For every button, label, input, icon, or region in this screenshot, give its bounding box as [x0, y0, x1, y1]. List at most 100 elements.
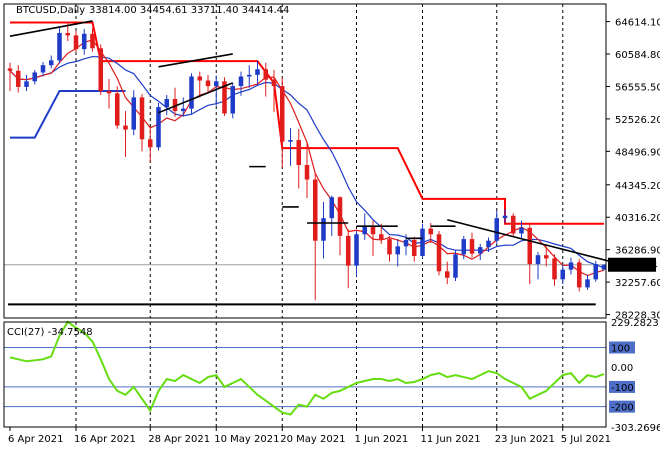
candle-body: [98, 48, 104, 91]
trendline: [158, 82, 234, 114]
candle-body: [453, 254, 458, 278]
symbol-header: BTCUSD,Daily: [16, 5, 85, 16]
candle-body: [255, 69, 260, 75]
candle-body: [576, 262, 582, 288]
candle-body: [312, 179, 318, 241]
y-tick-label: 64614.10: [615, 18, 660, 29]
price-plot: [4, 20, 621, 306]
candle-body: [560, 269, 566, 280]
candle-body: [337, 197, 343, 236]
candle-body: [486, 240, 491, 248]
candle-body: [106, 90, 112, 94]
candle-body: [601, 264, 607, 270]
candle-body: [15, 70, 21, 87]
candle-body: [494, 218, 500, 241]
candle-body: [585, 279, 590, 288]
candle-body: [114, 93, 120, 126]
candle-body: [7, 68, 13, 71]
candle-body: [461, 239, 467, 255]
y-tick-label: 56555.50: [615, 82, 660, 93]
candle-body: [321, 218, 326, 241]
candle-body: [395, 246, 401, 255]
candle-body: [370, 226, 376, 235]
cci-plot-frame: [3, 321, 607, 428]
candle-body: [48, 60, 54, 66]
candle-body: [90, 33, 95, 49]
slow-moving-average: [9, 55, 605, 269]
candle-body: [378, 234, 384, 240]
candle-body: [180, 108, 186, 112]
y-tick-label: 32257.60: [615, 278, 660, 289]
cci-plot: [9, 320, 605, 416]
candle-body: [543, 255, 549, 259]
candle-body: [271, 79, 277, 87]
cci-line: [9, 320, 605, 416]
x-tick-label: 28 Apr 2021: [148, 434, 210, 445]
cci-y-tick-label: -100: [611, 383, 634, 394]
candle-body: [205, 80, 211, 87]
candle-body: [156, 107, 161, 148]
candle-body: [411, 239, 417, 257]
candle-body: [568, 262, 574, 270]
x-tick-label: 5 Jul 2021: [561, 434, 611, 445]
candle-body: [593, 264, 599, 280]
candle-body: [304, 165, 310, 180]
candle-body: [510, 215, 516, 234]
y-tick-label: 44345.20: [615, 181, 660, 192]
cci-y-tick-label: 0.00: [611, 363, 633, 374]
candle-body: [436, 234, 442, 272]
x-tick-label: 10 May 2021: [214, 434, 279, 445]
cci-y-tick-label: -200: [611, 403, 634, 414]
candle-body: [172, 99, 178, 112]
candle-body: [502, 215, 508, 219]
candle-body: [213, 81, 219, 87]
candle-body: [81, 33, 87, 50]
candle-body: [131, 97, 137, 130]
candle-body: [345, 235, 351, 266]
candle-body: [329, 197, 335, 219]
candle-body: [552, 258, 557, 280]
cci-level-tag: [609, 400, 635, 413]
candle-body: [238, 76, 244, 87]
candle-body: [164, 99, 170, 108]
y-tick-label: 60584.80: [615, 50, 660, 61]
last-price-label: 34414.44: [610, 261, 658, 272]
candle-body: [24, 81, 29, 87]
cci-level-tag: [609, 341, 635, 354]
y-tick-label: 36286.90: [615, 246, 660, 257]
cci-level-tag: [609, 380, 635, 393]
x-tick-label: 16 Apr 2021: [74, 434, 136, 445]
candle-body: [362, 226, 368, 235]
candle-body: [123, 125, 128, 130]
candle-body: [387, 239, 392, 255]
cci-y-tick-label: -303.2696: [611, 423, 660, 434]
candle-body: [222, 81, 227, 114]
candle-body: [263, 69, 269, 80]
x-tick-label: 20 May 2021: [280, 434, 345, 445]
y-tick-label: 48496.90: [615, 147, 660, 158]
cci-label: CCI(27) -34.7548: [7, 327, 93, 338]
candle-body: [527, 227, 533, 265]
chart-axes: 6 Apr 2021 16 Apr 2021 28 Apr 2021 10 May 2…: [3, 3, 660, 445]
x-tick-label: 1 Jun 2021: [355, 434, 409, 445]
candle-body: [477, 247, 483, 254]
ohlc-header: 33814.00 34454.61 33711.40 34414.44: [89, 5, 289, 16]
trendline: [9, 20, 93, 37]
candle-body: [57, 32, 62, 61]
candle-body: [279, 86, 285, 142]
y-tick-label: 28228.30: [615, 311, 660, 322]
candle-body: [230, 86, 236, 114]
x-tick-label: 23 Jun 2021: [495, 434, 555, 445]
cci-y-tick-label: 229.2823: [611, 318, 659, 329]
candle-body: [189, 76, 194, 109]
y-tick-label: 52526.20: [615, 115, 660, 126]
candle-body: [519, 227, 524, 234]
candle-body: [147, 139, 153, 148]
candle-body: [288, 140, 293, 142]
candle-body: [469, 239, 475, 254]
x-tick-label: 11 Jun 2021: [421, 434, 481, 445]
candle-body: [428, 228, 434, 235]
candle-body: [444, 271, 450, 278]
